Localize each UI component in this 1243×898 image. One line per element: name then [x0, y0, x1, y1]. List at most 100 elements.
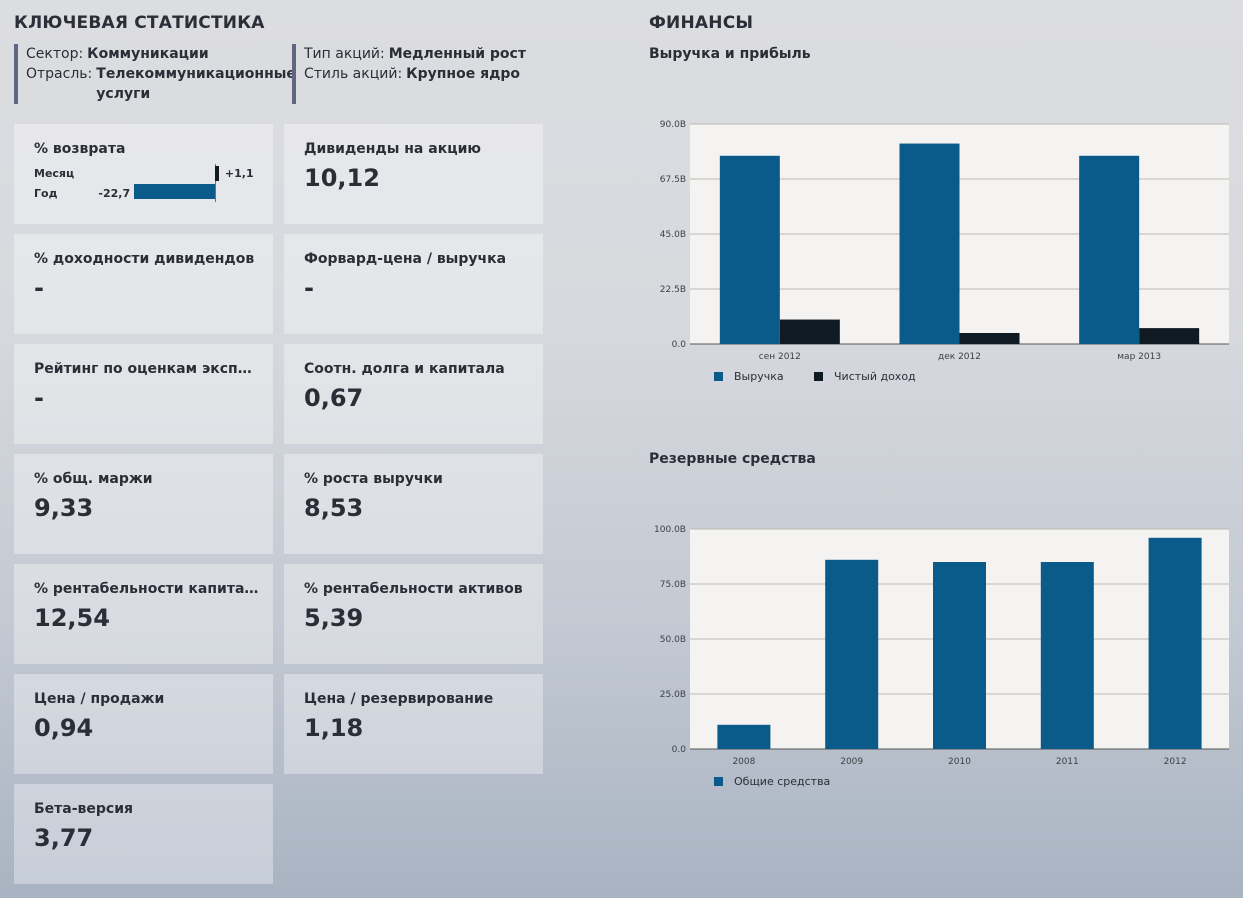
bar — [959, 333, 1020, 344]
y-tick-label: 100.0B — [654, 525, 686, 535]
returns-tile[interactable]: % возврата Месяц Год +1,1 -22,7 — [14, 124, 273, 224]
revenue-chart-title: Выручка и прибыль — [649, 46, 811, 62]
y-tick-label: 25.0B — [660, 690, 686, 700]
stat-label: % доходности дивидендов — [34, 251, 255, 267]
y-tick-label: 22.5B — [660, 285, 686, 295]
stat-tile[interactable]: Рейтинг по оценкам эксперт... - — [14, 344, 273, 444]
reserves-chart: 0.0 25.0B 50.0B 75.0B 100.0B 2008 2009 2010 2011… — [654, 525, 1229, 788]
stat-value: 8,53 — [304, 494, 364, 522]
bar — [933, 562, 986, 749]
legend-label: Чистый доход — [834, 370, 916, 383]
sector-industry-info: Сектор: Коммуникации Отрасль: Телекоммун… — [14, 44, 296, 104]
sector-key: Сектор: — [26, 46, 84, 62]
industry-value: Телекоммуникационные услуги — [96, 66, 296, 102]
x-tick-label: мар 2013 — [1117, 352, 1161, 362]
x-tick-label: 2012 — [1164, 757, 1187, 767]
sector-value: Коммуникации — [87, 46, 209, 62]
bar — [1079, 155, 1140, 344]
stock-style-row: Стиль акций: Крупное ядро — [304, 64, 552, 84]
stat-tile[interactable]: Цена / продажи 0,94 — [14, 674, 273, 774]
stock-type-info: Тип акций: Медленный рост Стиль акций: К… — [292, 44, 552, 104]
stat-value: 0,67 — [304, 384, 364, 412]
stat-tile[interactable]: Форвард-цена / выручка - — [284, 234, 543, 334]
year-return-value: -22,7 — [98, 187, 131, 200]
stat-value: 1,18 — [304, 714, 364, 742]
y-tick-label: 45.0B — [660, 230, 686, 240]
stat-value: 12,54 — [34, 604, 110, 632]
y-tick-label: 0.0 — [672, 745, 687, 755]
legend-swatch — [714, 777, 723, 786]
stat-tile[interactable]: Соотн. долга и капитала 0,67 — [284, 344, 543, 444]
stat-tile[interactable]: Бета-версия 3,77 — [14, 784, 273, 884]
stat-value: 10,12 — [304, 164, 380, 192]
industry-key: Отрасль: — [26, 66, 93, 82]
stat-value: - — [34, 384, 44, 412]
stat-value: - — [304, 274, 314, 302]
legend-swatch — [814, 372, 823, 381]
month-return-value: +1,1 — [224, 167, 254, 180]
bar — [825, 559, 879, 749]
stock-type-value: Медленный рост — [388, 46, 526, 62]
stat-tile[interactable]: % общ. маржи 9,33 — [14, 454, 273, 554]
x-tick-label: сен 2012 — [759, 352, 801, 362]
stat-tile[interactable]: % роста выручки 8,53 — [284, 454, 543, 554]
legend-label: Общие средства — [734, 775, 830, 788]
stat-tile[interactable]: Цена / резервирование 1,18 — [284, 674, 543, 774]
stat-label: Рейтинг по оценкам эксперт... — [34, 361, 259, 377]
y-tick-label: 90.0B — [660, 120, 686, 130]
stat-value: 5,39 — [304, 604, 364, 632]
stat-tile[interactable]: % рентабельности капитала 12,54 — [14, 564, 273, 664]
year-return-bar — [134, 184, 215, 199]
bar — [719, 155, 780, 344]
stat-label: % роста выручки — [304, 471, 443, 487]
stat-label: % рентабельности капитала — [34, 581, 259, 597]
x-tick-label: 2010 — [948, 757, 971, 767]
bar — [717, 724, 771, 749]
year-label: Год — [34, 187, 58, 200]
stat-value: 9,33 — [34, 494, 94, 522]
x-tick-label: 2011 — [1056, 757, 1079, 767]
reserves-chart-title: Резервные средства — [649, 451, 816, 467]
stat-label: Цена / резервирование — [304, 691, 494, 707]
bar — [1148, 537, 1202, 749]
stat-label: Бета-версия — [34, 801, 134, 817]
industry-row: Отрасль: Телекоммуникационные услуги — [26, 64, 296, 104]
stat-label: Цена / продажи — [34, 691, 165, 707]
bar — [1040, 562, 1094, 749]
stock-style-value: Крупное ядро — [406, 66, 521, 82]
stock-style-key: Стиль акций: — [304, 66, 403, 82]
legend-swatch — [714, 372, 723, 381]
bar — [1139, 328, 1200, 344]
y-tick-label: 0.0 — [672, 340, 687, 350]
bar — [779, 319, 840, 344]
stat-value: - — [34, 274, 44, 302]
key-stats-title: КЛЮЧЕВАЯ СТАТИСТИКА — [14, 13, 265, 33]
finance-title: ФИНАНСЫ — [649, 13, 754, 33]
stat-tile[interactable]: Дивиденды на акцию 10,12 — [284, 124, 543, 224]
month-label: Месяц — [34, 167, 75, 180]
y-tick-label: 50.0B — [660, 635, 686, 645]
stat-label: Дивиденды на акцию — [304, 141, 482, 157]
stat-label: % общ. маржи — [34, 471, 153, 487]
revenue-profit-chart: 0.0 22.5B 45.0B 67.5B 90.0B сен 2012 дек 2012 м… — [660, 120, 1229, 383]
sector-row: Сектор: Коммуникации — [26, 44, 289, 64]
stat-tile[interactable]: % рентабельности активов 5,39 — [284, 564, 543, 664]
month-return-bar — [215, 166, 219, 181]
stat-tile[interactable]: % доходности дивидендов - — [14, 234, 273, 334]
stat-value: 0,94 — [34, 714, 94, 742]
stat-label: Форвард-цена / выручка — [304, 251, 507, 267]
stock-type-row: Тип акций: Медленный рост — [304, 44, 552, 64]
returns-label: % возврата — [34, 141, 126, 157]
stat-value: 3,77 — [34, 824, 94, 852]
x-tick-label: дек 2012 — [938, 352, 981, 362]
x-tick-label: 2009 — [840, 757, 863, 767]
y-tick-label: 75.0B — [660, 580, 686, 590]
y-tick-label: 67.5B — [660, 175, 686, 185]
stock-type-key: Тип акций: — [304, 46, 385, 62]
bar — [899, 143, 960, 344]
returns-axis — [215, 164, 216, 202]
legend-label: Выручка — [734, 370, 784, 383]
x-tick-label: 2008 — [732, 757, 755, 767]
stat-label: % рентабельности активов — [304, 581, 523, 597]
stat-label: Соотн. долга и капитала — [304, 361, 505, 377]
